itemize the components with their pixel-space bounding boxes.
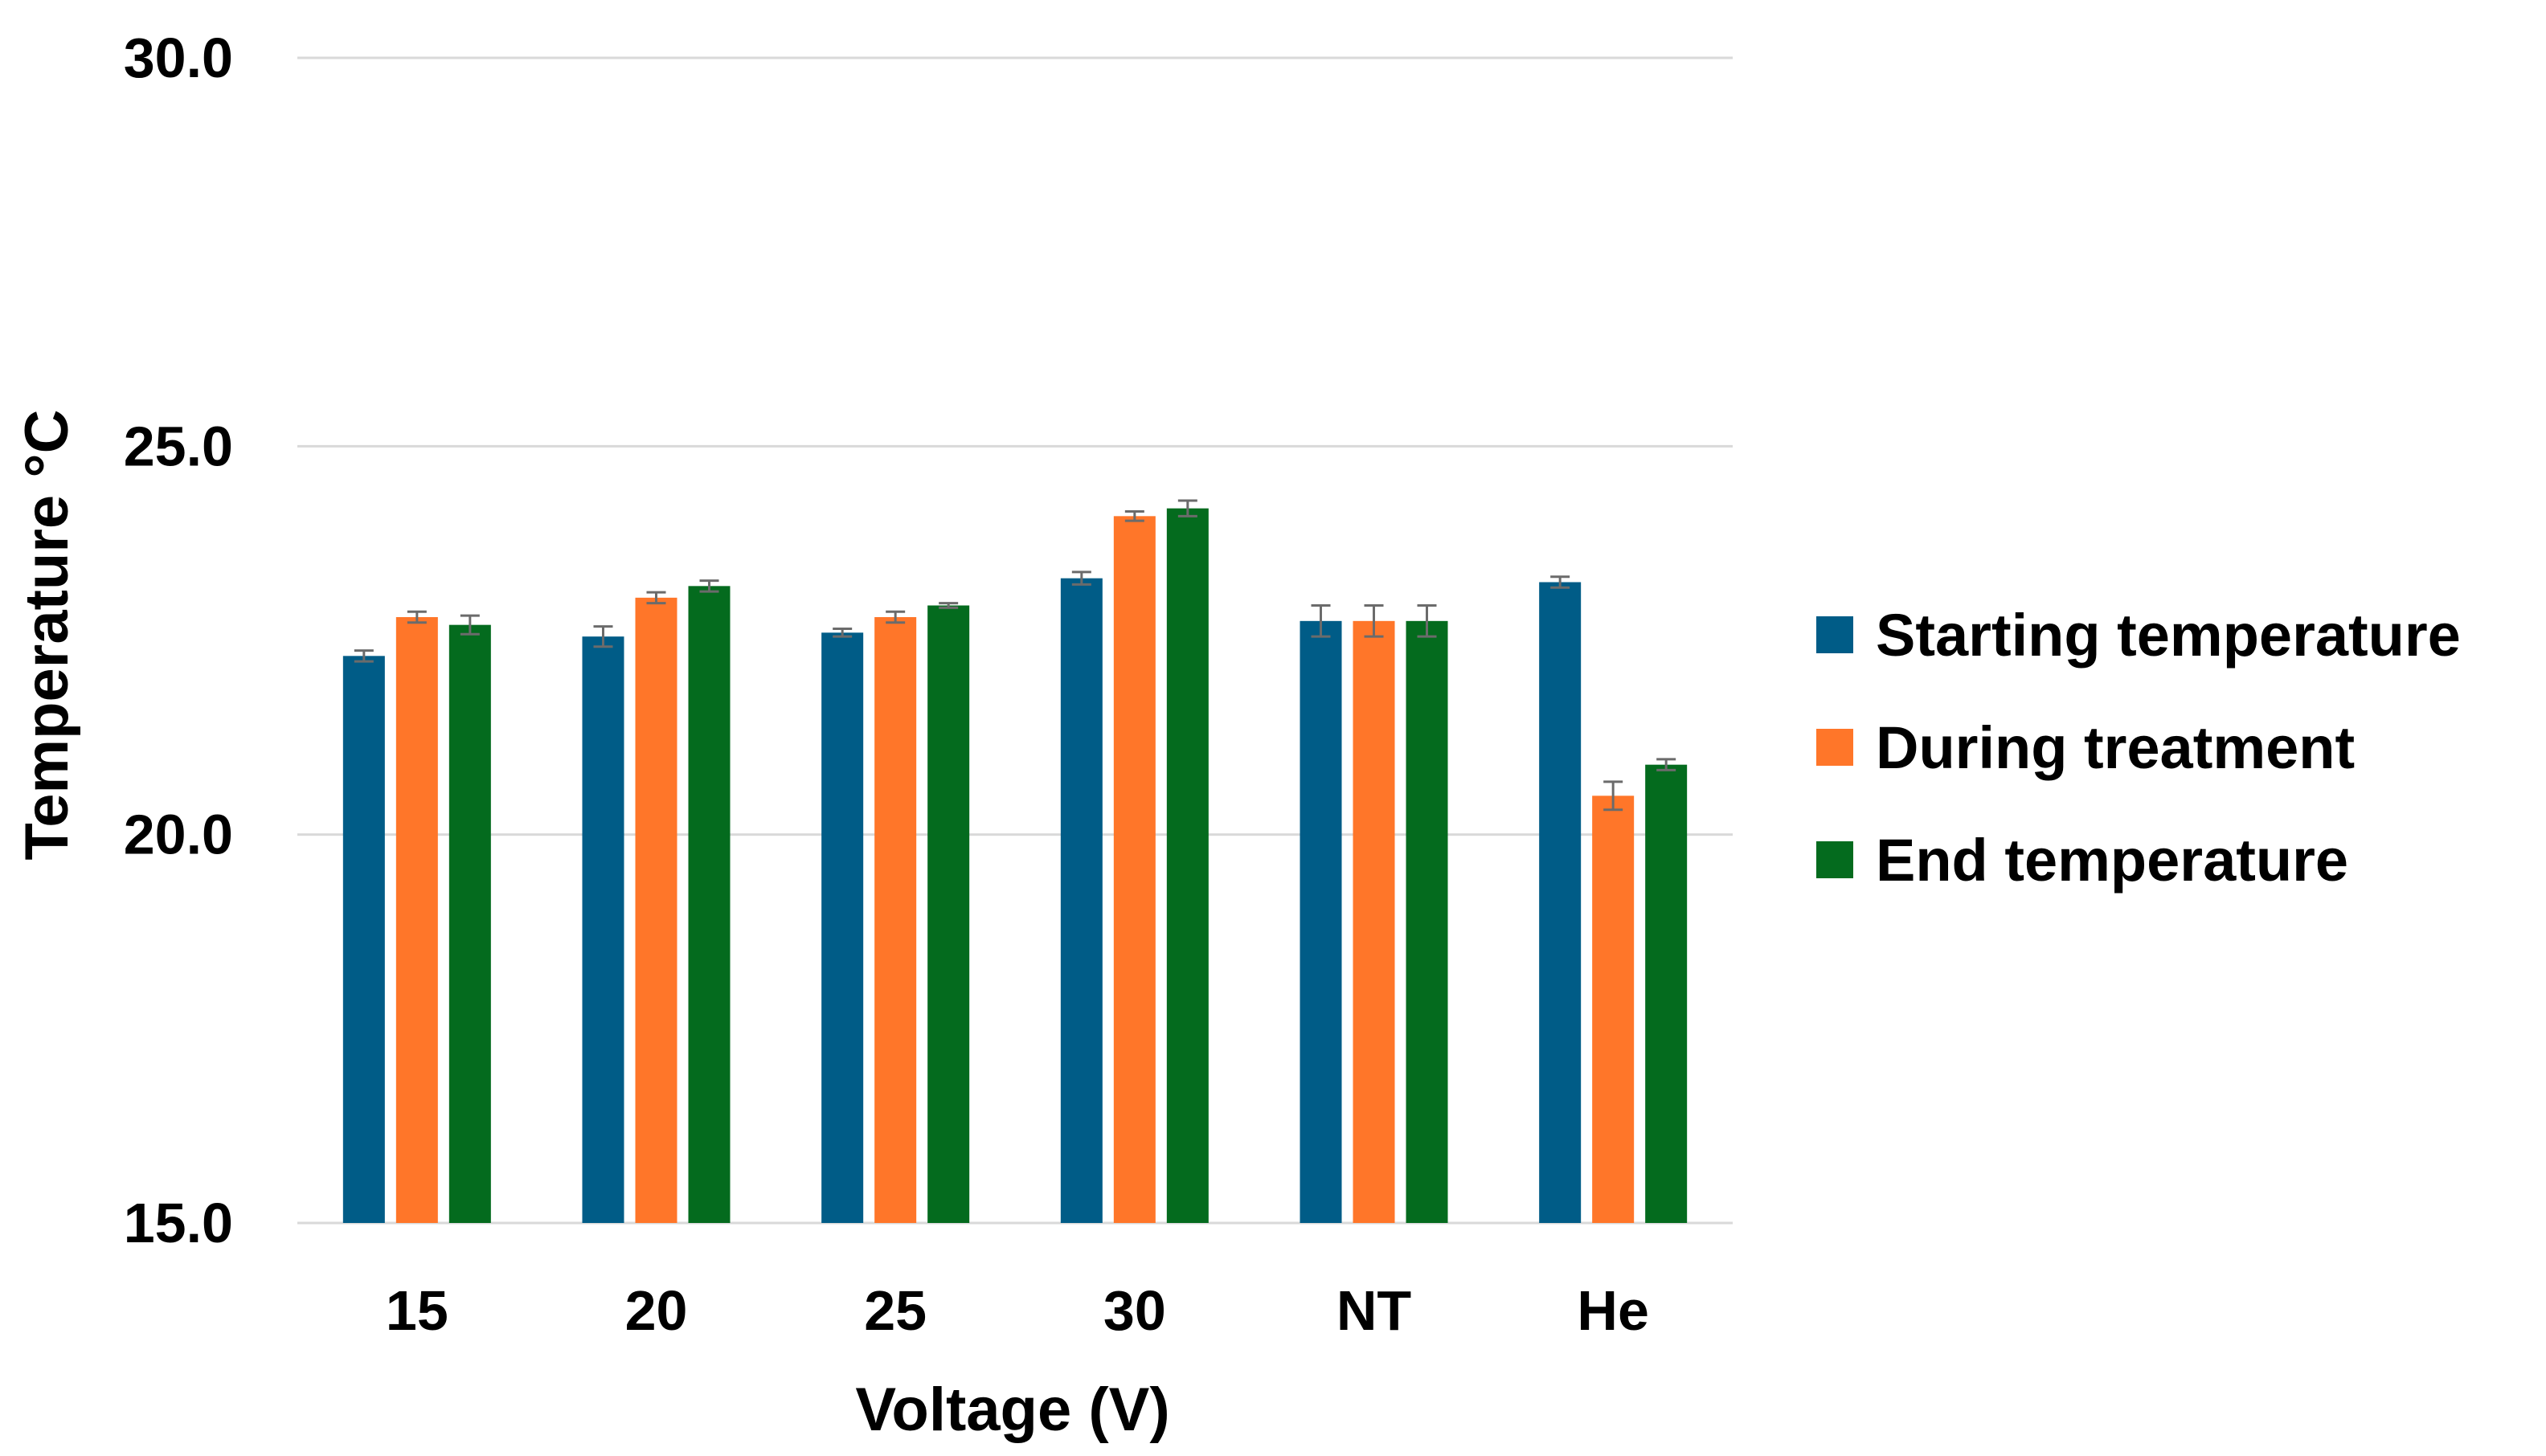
bar-during-treatment — [635, 597, 677, 1223]
legend-swatch — [1816, 841, 1853, 878]
legend-label: End temperature — [1876, 827, 2348, 894]
y-tick-label: 30.0 — [124, 27, 233, 89]
x-tick-label: 20 — [625, 1279, 688, 1342]
bar-during-treatment — [874, 617, 917, 1223]
legend-label: During treatment — [1876, 714, 2355, 781]
bar-during-treatment — [1592, 795, 1635, 1223]
bar-end-temperature — [927, 605, 970, 1223]
x-tick-label: 25 — [864, 1279, 927, 1342]
y-tick-label: 20.0 — [124, 804, 233, 866]
bar-end-temperature — [448, 624, 491, 1223]
x-tick-label: He — [1577, 1279, 1648, 1342]
y-tick-label: 25.0 — [124, 415, 233, 477]
legend-swatch — [1816, 616, 1853, 653]
gridlines — [297, 56, 1733, 1225]
bar-starting-temperature — [342, 656, 385, 1223]
bar-starting-temperature — [582, 636, 624, 1223]
y-tick-label: 15.0 — [124, 1192, 233, 1254]
legend-swatch — [1816, 729, 1853, 766]
bar-end-temperature — [1406, 620, 1448, 1223]
bar-end-temperature — [1645, 764, 1688, 1223]
bar-starting-temperature — [1539, 582, 1582, 1223]
bar-starting-temperature — [821, 632, 864, 1223]
error-bars — [354, 499, 1676, 812]
y-axis-title: Temperature °C — [13, 409, 81, 860]
tick-labels: 15.0 20.0 25.0 30.0 15 20 25 30 NT He — [124, 27, 1649, 1342]
bar-during-treatment — [395, 617, 438, 1223]
bar-end-temperature — [1166, 508, 1209, 1223]
bar-during-treatment — [1353, 620, 1395, 1223]
legend-label: Starting temperature — [1876, 602, 2461, 669]
bar-end-temperature — [688, 586, 731, 1223]
bar-during-treatment — [1113, 516, 1156, 1223]
bar-starting-temperature — [1060, 578, 1103, 1223]
bar-starting-temperature — [1300, 620, 1342, 1223]
x-tick-label: 15 — [386, 1279, 448, 1342]
bars — [342, 508, 1688, 1223]
x-tick-label: 30 — [1103, 1279, 1166, 1342]
legend: Starting temperature During treatment End … — [1816, 602, 2461, 894]
x-axis-title: Voltage (V) — [855, 1376, 1169, 1444]
x-tick-label: NT — [1336, 1279, 1411, 1342]
